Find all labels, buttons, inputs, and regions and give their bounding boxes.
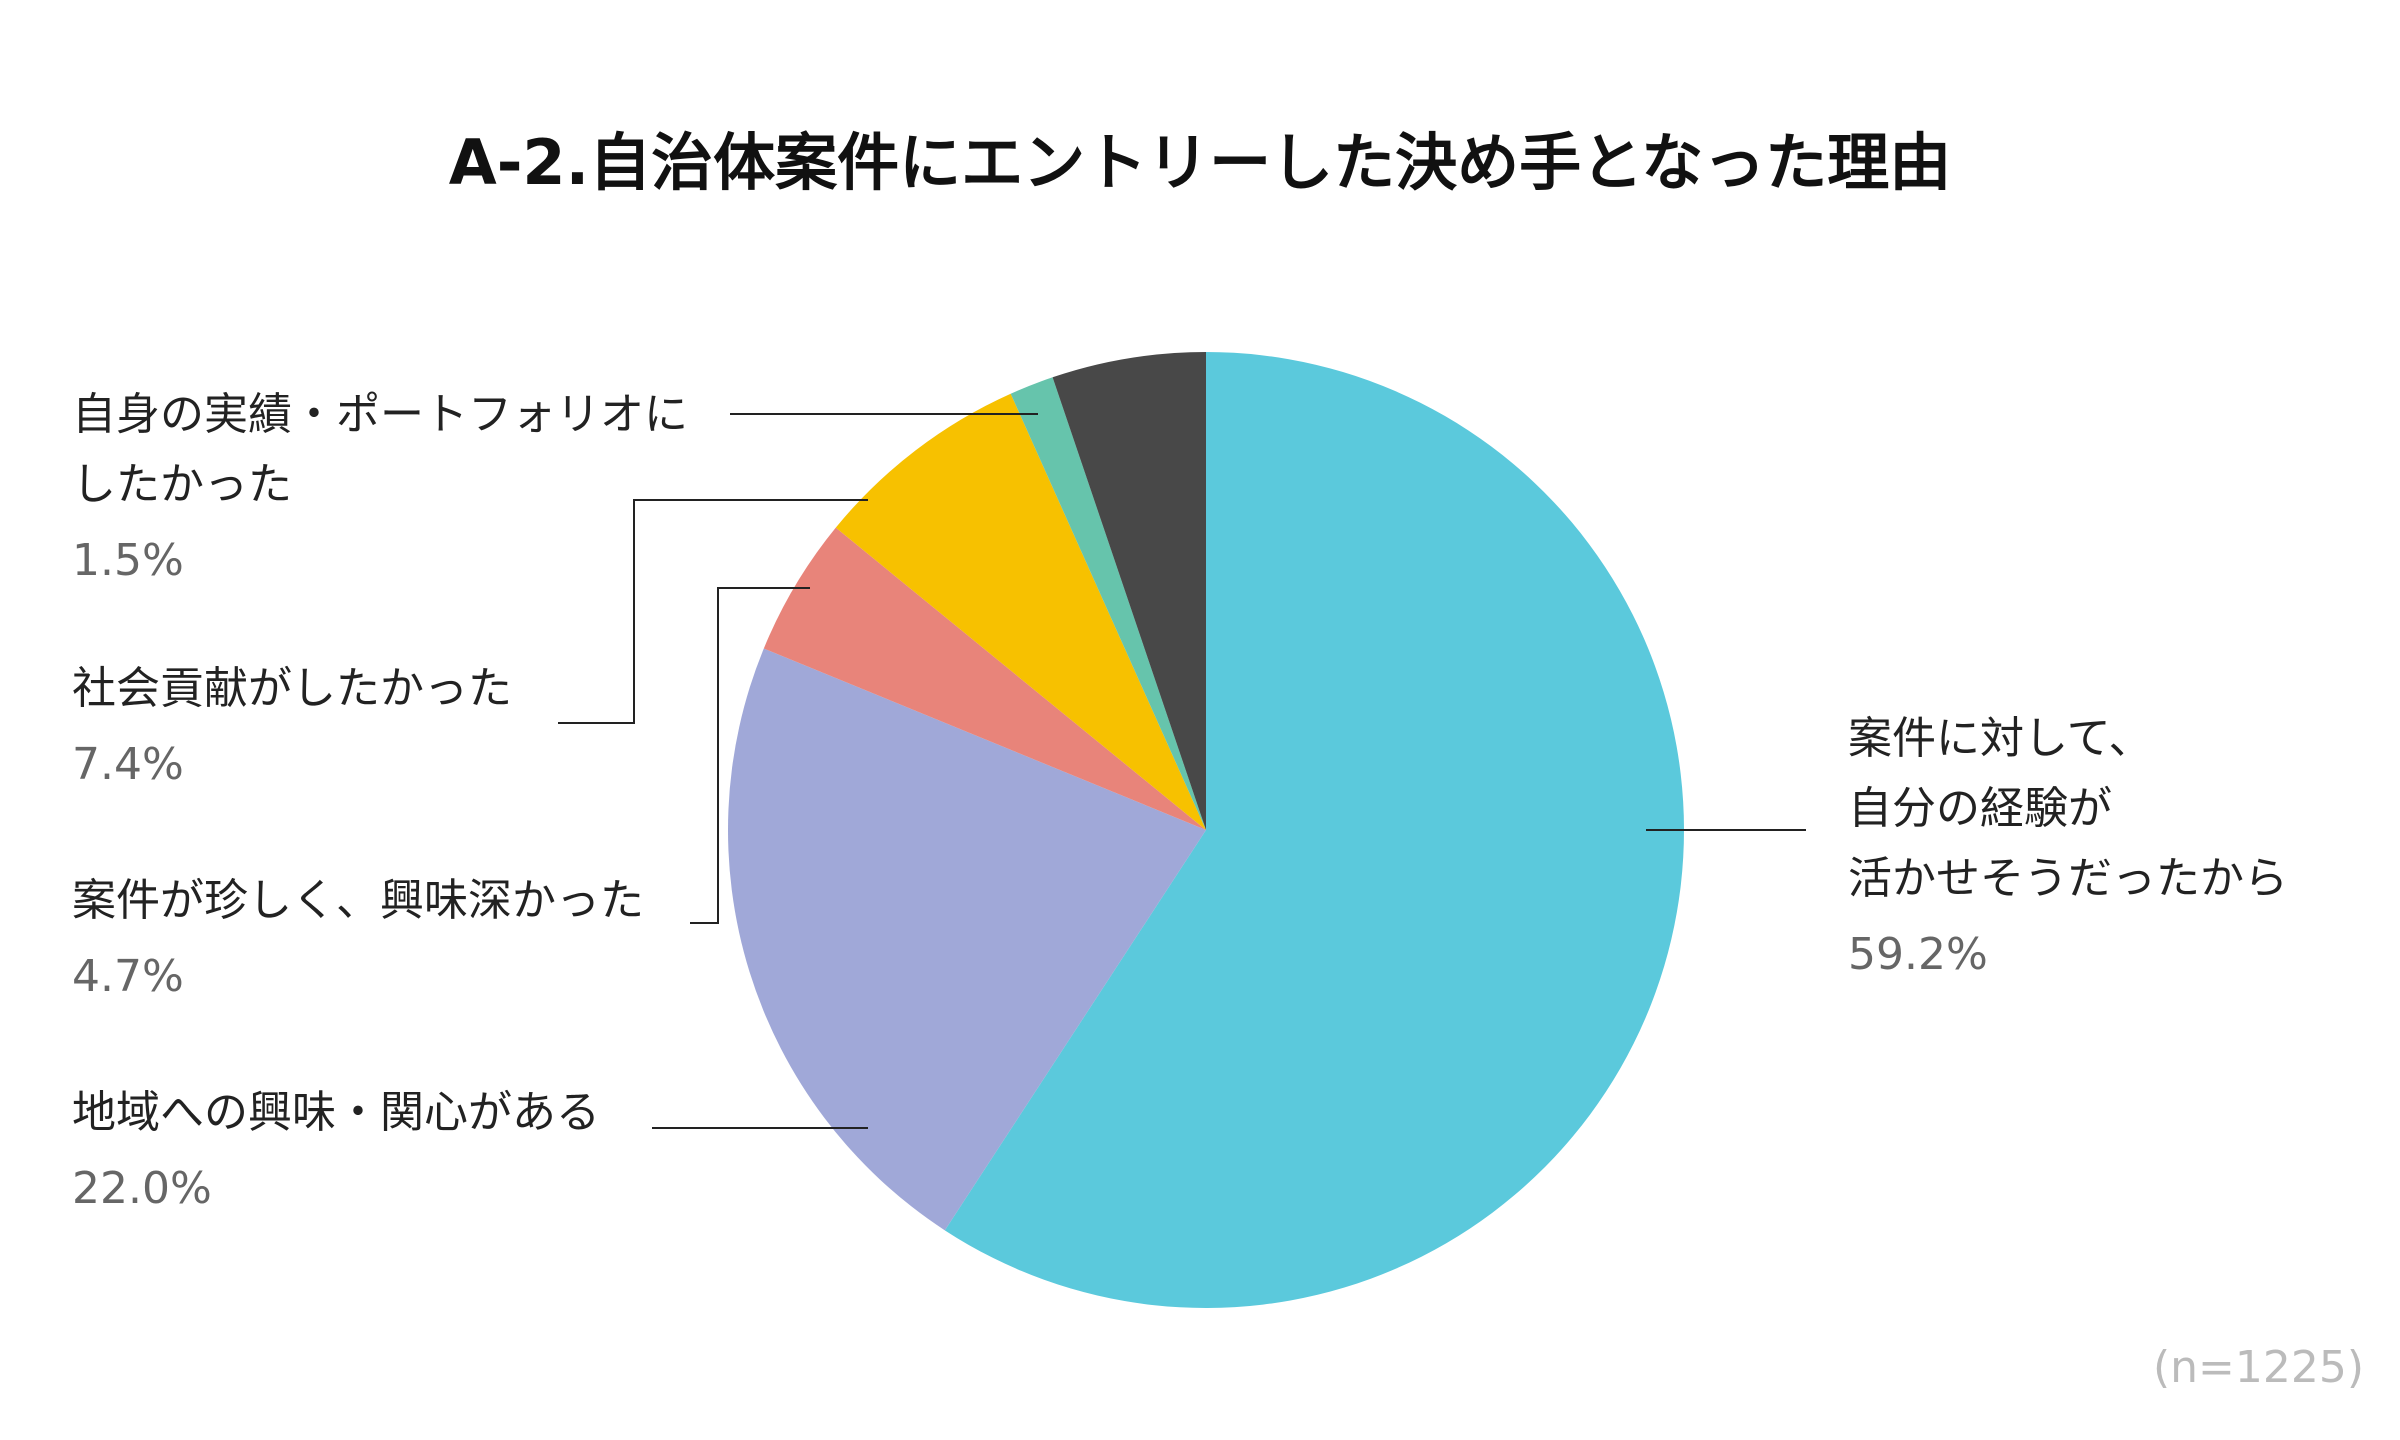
slice-label-value: 59.2% (1848, 929, 1988, 980)
pie-slice-social-contribution (835, 393, 1206, 830)
slice-label-name: 案件に対して、 自分の経験が 活かせそうだったから (1848, 713, 2288, 904)
slice-label-value: 7.4% (72, 739, 184, 790)
pie-slice-rare-project (763, 527, 1206, 830)
pie-slice-experience (944, 352, 1684, 1309)
slice-label-social-contribution: 社会貢献がしたかった 7.4% (72, 654, 512, 800)
slice-label-rare-project: 案件が珍しく、興味深かった 4.7% (72, 866, 644, 1012)
slice-label-portfolio: 自身の実績・ポートフォリオに したかった 1.5% (72, 380, 688, 596)
pie-slice-regional-interest (727, 648, 1206, 1231)
slice-label-experience: 案件に対して、 自分の経験が 活かせそうだったから 59.2% (1848, 704, 2288, 990)
leader-line-rare-project (690, 587, 810, 924)
pie-slice-portfolio (1010, 377, 1206, 830)
slice-label-name: 自身の実績・ポートフォリオに したかった (72, 389, 688, 510)
slice-label-name: 社会貢献がしたかった (72, 663, 512, 714)
slice-label-regional-interest: 地域への興味・関心がある 22.0% (72, 1078, 600, 1224)
slice-label-name: 地域への興味・関心がある (72, 1087, 600, 1138)
slice-label-value: 4.7% (72, 951, 184, 1002)
slice-label-value: 22.0% (72, 1163, 212, 1214)
slice-label-name: 案件が珍しく、興味深かった (72, 875, 644, 926)
slice-label-value: 1.5% (72, 535, 184, 586)
chart-title: A-2.自治体案件にエントリーした決め手となった理由 (448, 126, 1952, 199)
sample-size-note: (n=1225) (2152, 1342, 2364, 1393)
leader-line-social-contribution (558, 499, 868, 724)
pie-slice-other (1052, 352, 1206, 830)
